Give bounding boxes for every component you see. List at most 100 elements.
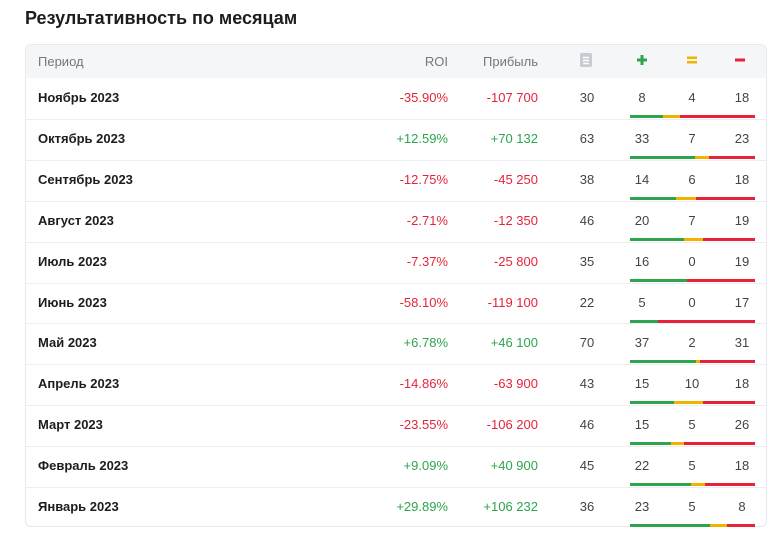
roi: +9.09% (403, 458, 448, 474)
wins: 22 (634, 458, 650, 474)
result-bar-wins (630, 442, 671, 446)
profit: -107 700 (486, 90, 538, 105)
profit: -25 800 (493, 253, 538, 269)
profit: -63 900 (493, 376, 538, 392)
result-bar-wins (630, 155, 696, 159)
bets: 30 (579, 90, 595, 105)
roi: -23.55% (399, 417, 448, 433)
draws: 2 (688, 335, 696, 351)
result-bar-losses (699, 360, 755, 364)
wins: 5 (638, 294, 646, 310)
losses: 8 (738, 499, 746, 514)
bets: 63 (579, 130, 595, 146)
period: Сентябрь 2023 (38, 171, 133, 187)
header-icon-wins (637, 55, 647, 65)
profit: -12 350 (493, 212, 538, 228)
wins: 15 (634, 376, 650, 392)
bets: 22 (579, 294, 595, 310)
result-bar-draws (663, 115, 680, 118)
header-icon-draws (687, 56, 697, 64)
period: Май 2023 (38, 335, 97, 351)
wins: 37 (634, 335, 650, 351)
result-bar-wins (630, 360, 697, 364)
roi: -58.10% (399, 294, 448, 310)
losses: 18 (734, 376, 750, 392)
table-header (26, 45, 766, 78)
losses: 19 (734, 212, 750, 228)
draws: 7 (688, 130, 696, 146)
result-bar-losses (680, 115, 755, 118)
result-bar-losses (705, 483, 755, 487)
result-bar-wins (630, 524, 710, 527)
roi: -7.37% (406, 253, 448, 269)
result-bar-wins (630, 319, 659, 323)
period: Апрель 2023 (38, 376, 120, 392)
period: Июль 2023 (38, 253, 107, 269)
losses: 26 (734, 417, 750, 433)
draws: 0 (688, 294, 696, 310)
result-bar-wins (630, 483, 692, 487)
result-bar-draws (673, 401, 703, 405)
result-bar-draws (709, 524, 728, 527)
losses: 19 (734, 253, 750, 269)
draws: 5 (688, 499, 696, 514)
draws: 5 (688, 417, 696, 433)
profit: +40 900 (490, 458, 538, 474)
wins: 8 (638, 90, 646, 105)
roi: -12.75% (399, 171, 448, 187)
roi: +12.59% (396, 130, 448, 146)
bets: 70 (579, 335, 595, 351)
result-bar-losses (658, 319, 755, 323)
wins: 14 (634, 171, 650, 187)
row-separator (26, 446, 766, 448)
draws: 4 (688, 90, 696, 105)
row-separator (26, 159, 766, 161)
header-icon-losses (735, 58, 745, 62)
result-bar-wins (630, 196, 677, 200)
wins: 23 (634, 499, 650, 514)
wins: 33 (634, 130, 650, 146)
profit: +46 100 (490, 335, 538, 351)
result-bar-wins (630, 237, 685, 241)
row-separator (26, 405, 766, 407)
period: Октябрь 2023 (38, 130, 126, 146)
header-period: Период (38, 54, 84, 69)
bets: 38 (579, 171, 595, 187)
title: Результативность по месяцам (25, 8, 298, 28)
profit: +106 232 (483, 499, 538, 514)
draws: 0 (688, 253, 696, 269)
period: Июнь 2023 (38, 294, 107, 310)
period: Март 2023 (38, 417, 103, 433)
roi: +29.89% (396, 499, 448, 514)
period: Ноябрь 2023 (38, 90, 120, 105)
period: Январь 2023 (38, 499, 119, 514)
wins: 20 (634, 212, 650, 228)
losses: 23 (734, 130, 750, 146)
roi: -14.86% (399, 376, 448, 392)
period: Август 2023 (38, 212, 114, 228)
result-bar-losses (695, 196, 755, 200)
row-separator (26, 282, 766, 284)
row-separator (26, 364, 766, 366)
row-separator (26, 200, 766, 202)
result-bar-losses (684, 442, 755, 446)
result-bar-draws (684, 237, 704, 241)
profit: -119 100 (487, 294, 538, 310)
result-bar-losses (709, 155, 755, 159)
row-separator (26, 487, 766, 488)
bets: 35 (579, 253, 595, 269)
result-bar-wins (630, 115, 664, 118)
losses: 18 (734, 171, 750, 187)
result-bar-losses (687, 278, 755, 282)
draws: 5 (688, 458, 696, 474)
bets: 46 (579, 212, 595, 228)
wins: 16 (634, 253, 650, 269)
header-profit: Прибыль (483, 54, 538, 69)
profit: -45 250 (493, 171, 538, 187)
result-bar-draws (691, 483, 705, 487)
bets: 36 (579, 499, 595, 514)
result-bar-draws (670, 442, 685, 446)
result-bar-losses (702, 401, 755, 405)
result-bar-wins (630, 278, 688, 282)
